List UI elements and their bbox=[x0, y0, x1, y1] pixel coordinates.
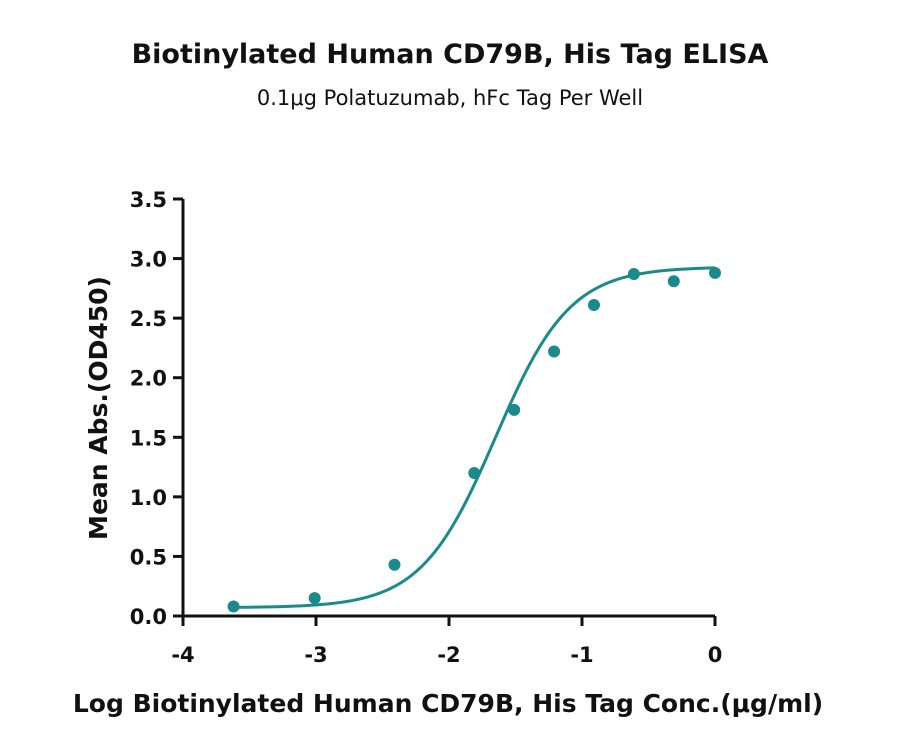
x-tick-label: -2 bbox=[437, 643, 460, 667]
y-tick-label: 3.5 bbox=[130, 188, 167, 212]
data-point bbox=[227, 600, 240, 613]
y-tick-label: 2.0 bbox=[130, 367, 167, 391]
data-point bbox=[548, 345, 561, 358]
data-points bbox=[227, 266, 721, 613]
data-point bbox=[308, 592, 321, 605]
data-point bbox=[709, 266, 721, 279]
y-tick-label: 1.5 bbox=[130, 426, 167, 450]
x-tick-label: -1 bbox=[570, 643, 593, 667]
y-axis-label: Mean Abs.(OD450) bbox=[84, 276, 113, 540]
x-axis-label: Log Biotinylated Human CD79B, His Tag Co… bbox=[73, 689, 823, 718]
y-tick-label: 1.0 bbox=[130, 486, 167, 510]
data-point bbox=[468, 467, 481, 480]
axes bbox=[173, 197, 717, 626]
y-tick-label: 3.0 bbox=[130, 248, 167, 272]
y-tick-label: 0.0 bbox=[130, 605, 167, 629]
data-point bbox=[627, 268, 640, 281]
data-point bbox=[667, 275, 680, 288]
data-point bbox=[388, 558, 401, 571]
x-tick-label: -4 bbox=[171, 643, 194, 667]
chart-title: Biotinylated Human CD79B, His Tag ELISA bbox=[132, 39, 769, 70]
tick-labels: 0.0 0.5 1.0 1.5 2.0 2.5 3.0 3.5 -4 -3 -2 -1 0 bbox=[130, 188, 723, 667]
data-point bbox=[587, 299, 600, 312]
fit-curve bbox=[233, 266, 716, 609]
data-point bbox=[508, 403, 521, 416]
x-tick-label: 0 bbox=[708, 643, 723, 667]
x-tick-label: -3 bbox=[304, 643, 327, 667]
y-tick-label: 2.5 bbox=[130, 307, 167, 331]
chart-subtitle: 0.1μg Polatuzumab, hFc Tag Per Well bbox=[257, 86, 643, 110]
y-tick-label: 0.5 bbox=[130, 545, 167, 569]
